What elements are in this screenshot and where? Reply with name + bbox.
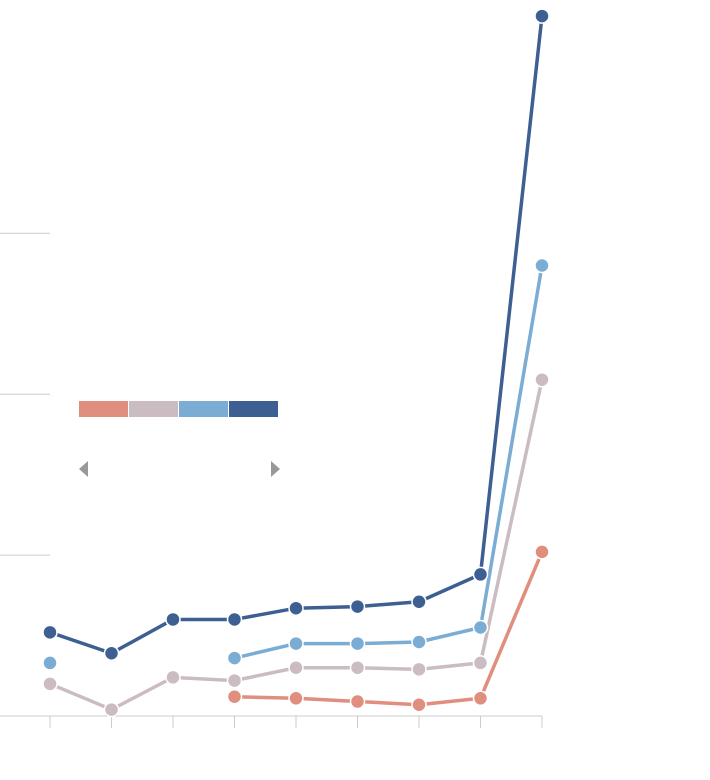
data-point [472,566,489,583]
data-point [411,696,427,713]
series-line [49,15,544,655]
data-point [534,371,550,388]
data-point [288,635,304,652]
legend-swatch [79,401,128,417]
data-point [42,655,58,671]
data-point [349,635,366,652]
legend-next-arrow[interactable] [271,461,280,477]
data-point [103,645,120,661]
data-point [226,611,243,628]
data-point [411,594,427,610]
data-point [411,661,427,678]
data-point [534,8,550,24]
data-point [103,701,120,718]
data-point [165,611,181,628]
data-point [288,600,304,616]
legend-swatch [179,401,228,417]
data-point [472,619,489,636]
data-point [534,544,550,560]
data-point [288,690,304,707]
data-point [472,655,489,671]
data-point [411,634,427,650]
data-point [349,693,366,710]
data-point [226,650,243,666]
data-point [472,690,489,707]
series-line [234,551,544,707]
data-point [42,624,58,641]
data-point [165,669,181,686]
data-point [349,598,366,615]
data-point [534,257,550,274]
data-point [288,659,304,676]
data-point [226,672,243,689]
data-point [349,659,366,676]
data-point [42,676,58,692]
data-point [226,688,243,705]
legend-swatch [129,401,178,417]
series-line [234,265,544,660]
legend-prev-arrow[interactable] [79,461,88,477]
legend-swatch [229,401,278,417]
